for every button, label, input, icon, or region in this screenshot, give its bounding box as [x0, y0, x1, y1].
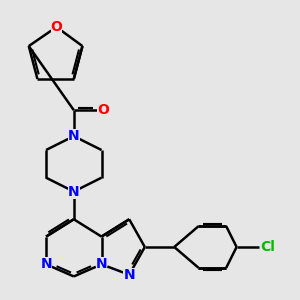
Text: N: N	[96, 257, 107, 271]
Text: N: N	[68, 129, 80, 143]
Text: N: N	[123, 268, 135, 282]
Text: O: O	[50, 20, 62, 34]
Text: N: N	[40, 257, 52, 271]
Text: N: N	[96, 257, 107, 271]
Text: Cl: Cl	[260, 240, 275, 254]
Text: N: N	[68, 184, 80, 199]
Text: O: O	[97, 103, 109, 117]
